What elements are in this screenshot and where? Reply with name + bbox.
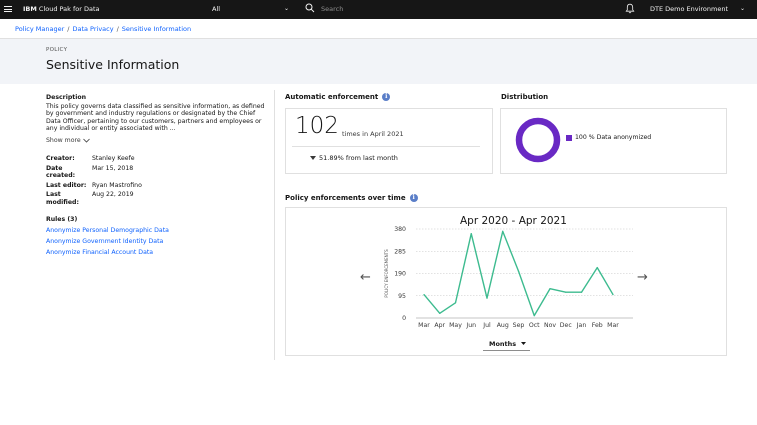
enforcement-count: 102: [295, 113, 339, 139]
dropdown-label: Months: [489, 339, 517, 348]
automatic-enforcement-title: Automatic enforcement: [285, 93, 379, 101]
show-more-link[interactable]: Show more: [46, 137, 268, 145]
search-icon[interactable]: [305, 3, 315, 13]
top-header: IBM Cloud Pak for Data All ⌄ Search DTE …: [0, 0, 757, 19]
creator-value: Stanley Keefe: [92, 155, 135, 162]
trend-text: 51.89% from last month: [319, 154, 398, 162]
notification-bell-icon[interactable]: [625, 3, 635, 14]
app-name[interactable]: IBM Cloud Pak for Data: [23, 5, 100, 13]
chevron-down-icon: [82, 138, 90, 143]
breadcrumb-data-privacy[interactable]: Data Privacy: [72, 25, 114, 33]
enforcement-unit: times in April 2021: [342, 130, 404, 138]
interval-dropdown[interactable]: Months: [483, 337, 530, 351]
last-editor-value: Ryan Mastrofino: [92, 181, 142, 189]
hamburger-menu-icon[interactable]: [4, 6, 12, 12]
automatic-enforcement-heading: Automatic enforcement i: [285, 93, 391, 101]
description-label: Description: [46, 94, 87, 101]
date-created-label: Date created:: [46, 164, 76, 180]
date-created-value: Mar 15, 2018: [92, 164, 134, 172]
column-divider: [274, 90, 275, 360]
environment-selector[interactable]: DTE Demo Environment: [650, 5, 729, 13]
over-time-title: Policy enforcements over time: [285, 194, 406, 202]
breadcrumb-sensitive-information[interactable]: Sensitive Information: [121, 25, 192, 33]
enforcement-card: [285, 108, 493, 174]
rule-link[interactable]: Anonymize Financial Account Data: [46, 249, 154, 256]
rule-link[interactable]: Anonymize Personal Demographic Data: [46, 227, 169, 234]
donut-slice: [515, 117, 561, 163]
last-modified-label: Last modified:: [46, 191, 79, 206]
rules-heading: Rules (3): [46, 216, 78, 223]
chart-title: Apr 2020 - Apr 2021: [460, 215, 567, 227]
scope-selector[interactable]: All: [212, 5, 221, 13]
legend-swatch: [566, 134, 572, 141]
distribution-title: Distribution: [501, 93, 549, 101]
distribution-donut-chart: [515, 117, 561, 163]
search-input[interactable]: Search: [321, 5, 344, 13]
divider: [0, 38, 757, 39]
rule-link[interactable]: Anonymize Government Identity Data: [46, 238, 164, 245]
show-more-label: Show more: [46, 136, 81, 144]
policy-details: Description This policy governs data cla…: [46, 94, 268, 257]
last-editor-label: Last editor:: [46, 181, 87, 189]
divider: [292, 146, 480, 147]
policy-metadata: Creator: Stanley Keefe Date created: Mar 1…: [46, 155, 268, 206]
caret-down-icon: [521, 342, 527, 345]
description-text: This policy governs data classified as s…: [46, 102, 265, 133]
legend-label: 100 % Data anonymized: [575, 134, 652, 141]
breadcrumb: Policy Manager / Data Privacy / Sensitive In…: [15, 25, 192, 33]
page-header: [0, 39, 757, 84]
caret-down-icon: [310, 156, 316, 160]
page-title: Sensitive Information: [46, 57, 180, 72]
info-icon[interactable]: i: [409, 194, 418, 202]
chevron-down-icon[interactable]: ⌄: [284, 5, 290, 12]
creator-label: Creator:: [46, 155, 75, 162]
arrow-left-icon[interactable]: ←: [360, 270, 371, 285]
over-time-card: [285, 207, 727, 356]
last-modified-value: Aug 22, 2019: [92, 191, 134, 198]
chevron-down-icon[interactable]: ⌄: [740, 5, 746, 12]
distribution-legend: 100 % Data anonymized: [566, 134, 651, 141]
breadcrumb-policy-manager[interactable]: Policy Manager: [15, 25, 65, 33]
page-eyebrow: POLICY: [46, 47, 68, 53]
enforcements-over-time-heading: Policy enforcements over time i: [285, 194, 418, 202]
enforcement-trend: 51.89% from last month: [310, 154, 398, 162]
arrow-right-icon[interactable]: →: [637, 270, 648, 285]
distribution-heading: Distribution: [501, 93, 548, 101]
info-icon[interactable]: i: [382, 93, 391, 101]
